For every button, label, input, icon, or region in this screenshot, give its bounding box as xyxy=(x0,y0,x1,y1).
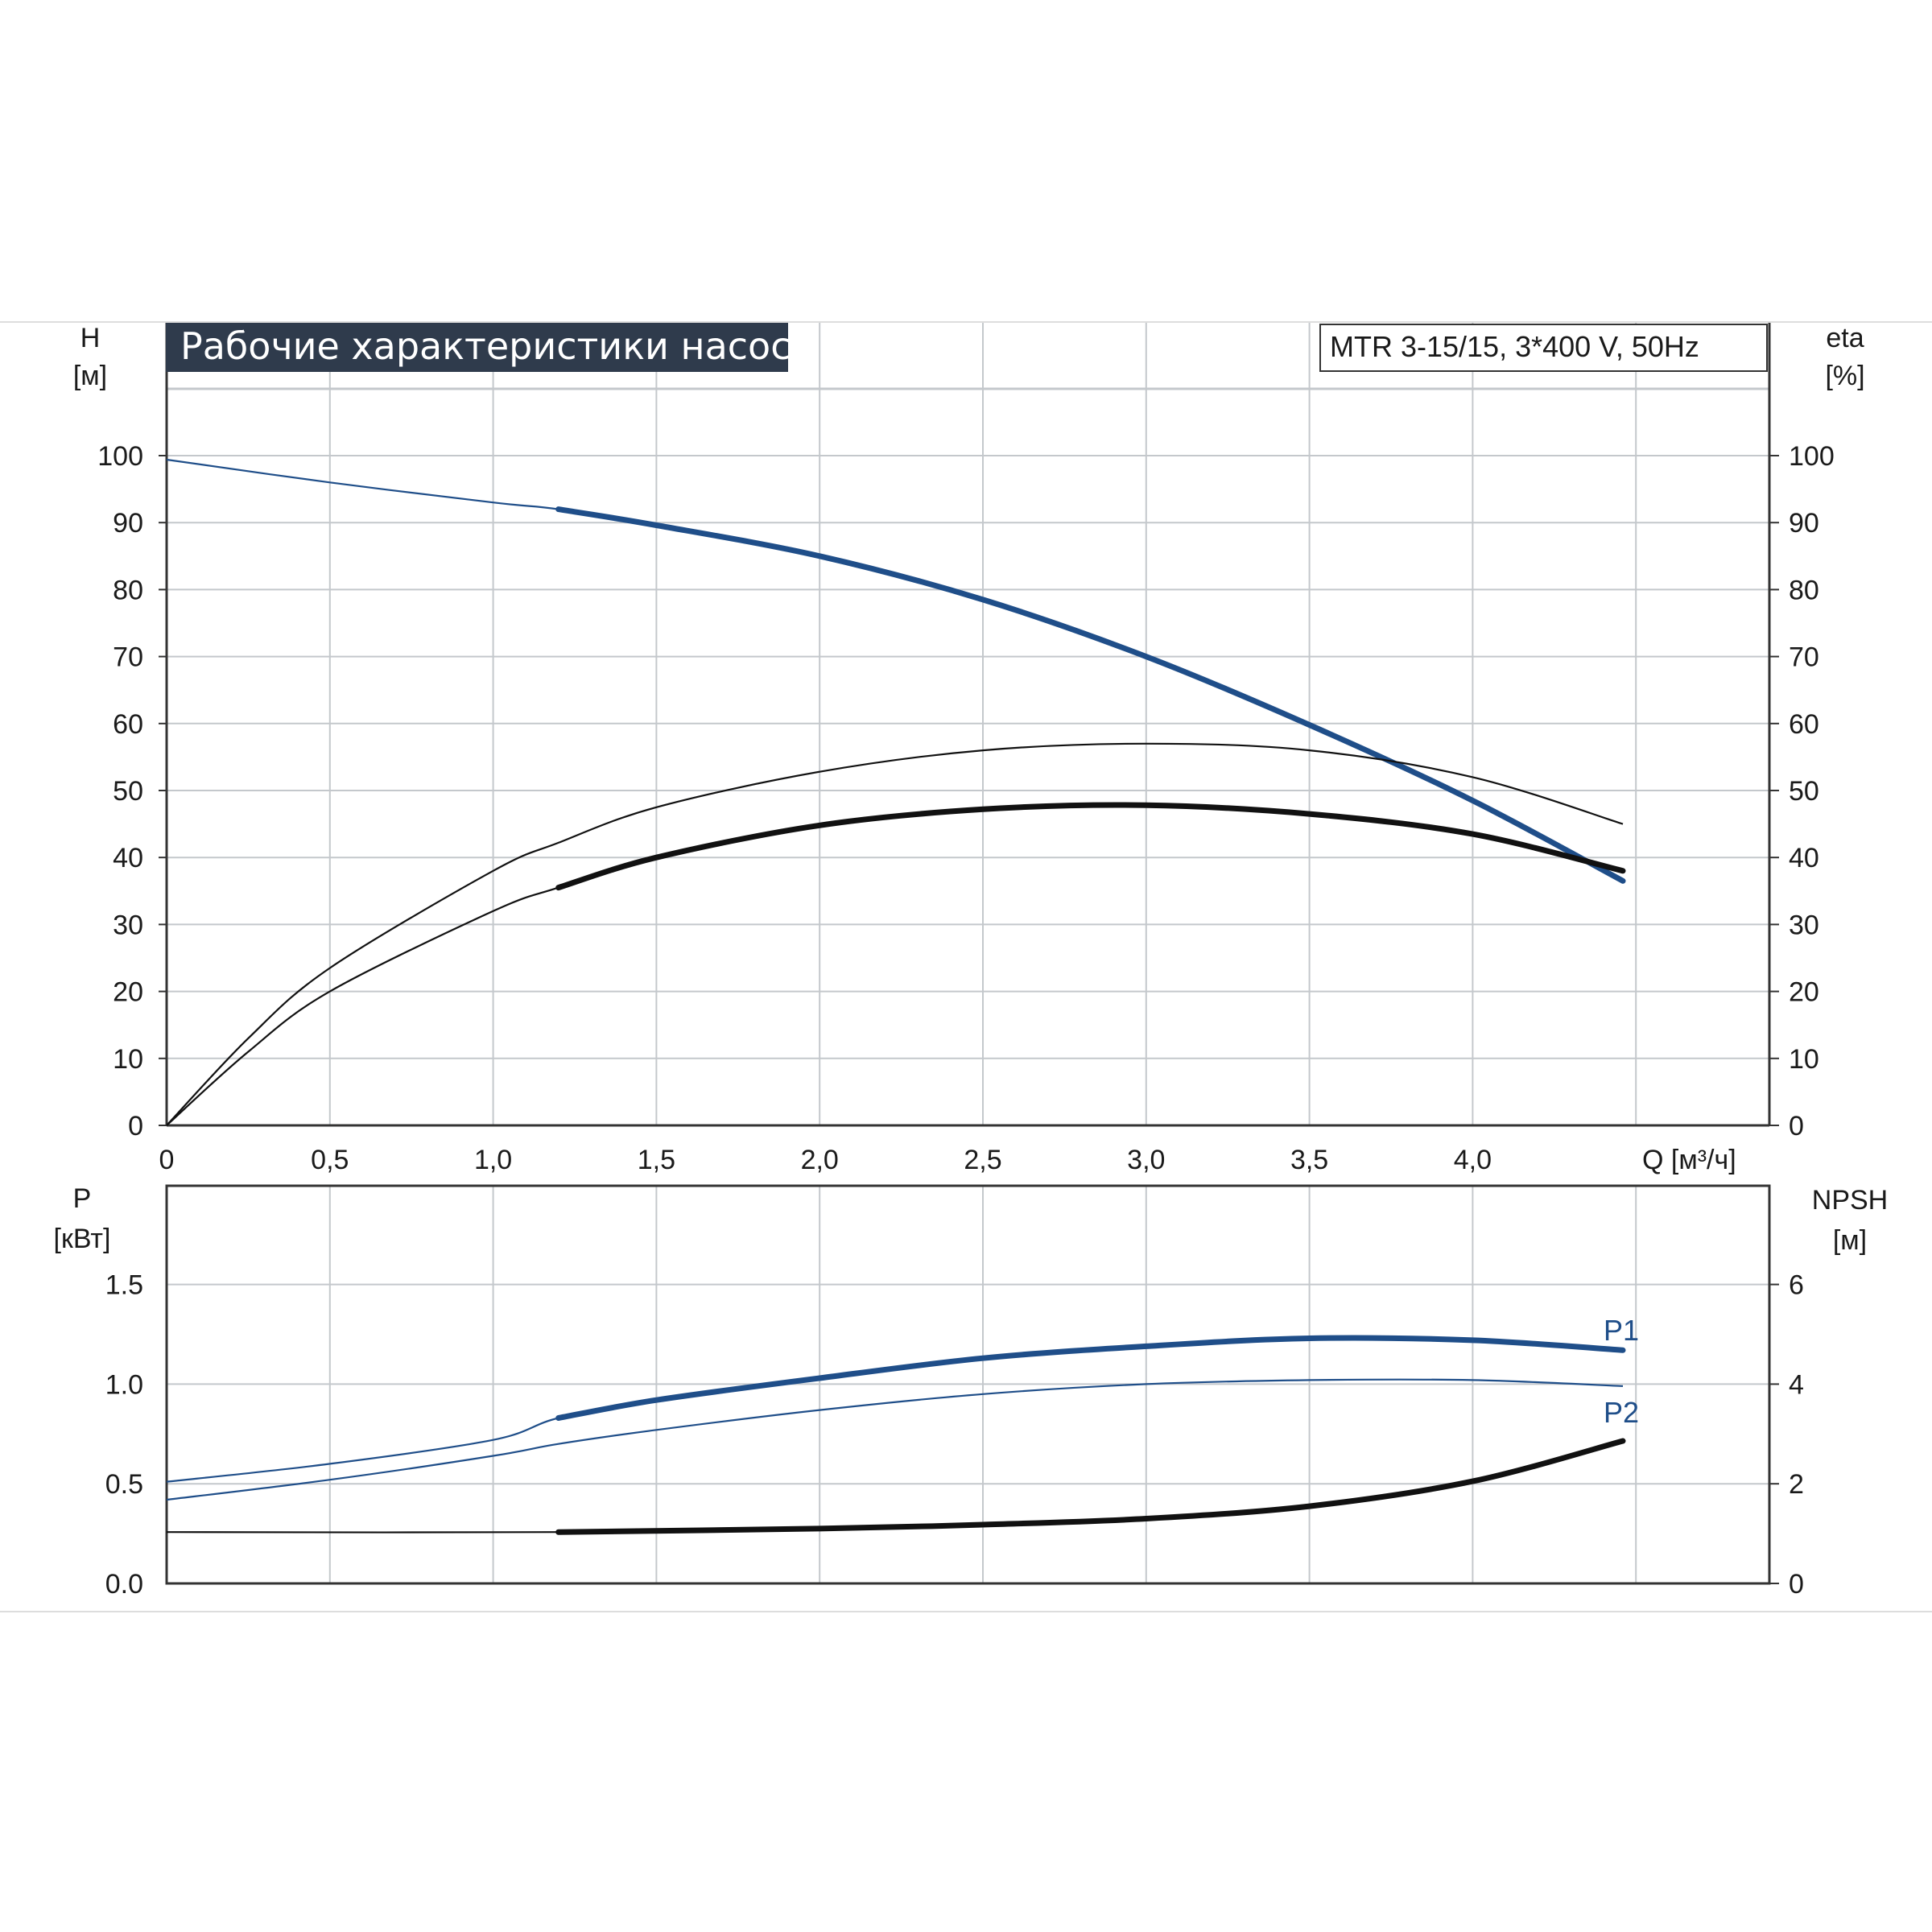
series-label-p2: P2 xyxy=(1604,1396,1639,1429)
efficiency-curve-total xyxy=(166,803,1624,1126)
y-tick-label-left: 40 xyxy=(113,843,143,873)
y-tick-label-right: 50 xyxy=(1789,776,1819,807)
x-tick-label: 0,5 xyxy=(311,1145,349,1175)
x-axis-label: Q [м³/ч] xyxy=(1642,1145,1736,1175)
y-tick-label-left-bottom: 0.5 xyxy=(105,1469,143,1500)
y-tick-label-right-bottom: 0 xyxy=(1789,1569,1804,1600)
y-tick-label-right: 40 xyxy=(1789,843,1819,873)
y-tick-label-left: 30 xyxy=(113,910,143,940)
x-tick-label: 1,5 xyxy=(638,1145,675,1175)
head-curve-operating xyxy=(555,506,1626,884)
y-tick-label-right: 0 xyxy=(1789,1111,1804,1141)
x-tick-label: 1,0 xyxy=(474,1145,512,1175)
tick-labels: 0102030405060708090100010203040506070809… xyxy=(97,441,1834,1600)
x-tick-label: 3,5 xyxy=(1290,1145,1328,1175)
power-curve-p2 xyxy=(166,1378,1624,1501)
bottom-chart-grid xyxy=(167,1186,1769,1583)
y-axis-unit-right-top: [%] xyxy=(1825,361,1864,391)
y-tick-label-right: 70 xyxy=(1789,642,1819,673)
y-tick-label-right: 80 xyxy=(1789,575,1819,605)
y-tick-label-left: 10 xyxy=(113,1044,143,1075)
x-tick-label: 3,0 xyxy=(1127,1145,1165,1175)
npsh-curve xyxy=(166,1439,1624,1534)
y-tick-label-right: 20 xyxy=(1789,977,1819,1008)
y-tick-label-left-bottom: 1.5 xyxy=(105,1270,143,1301)
y-tick-label-right: 30 xyxy=(1789,910,1819,940)
efficiency-curve-pump xyxy=(166,742,1624,1126)
power-curve-p1-operating xyxy=(555,1335,1626,1421)
y-tick-label-left: 50 xyxy=(113,776,143,807)
y-axis-name-right-top: eta xyxy=(1826,323,1864,353)
y-tick-label-right: 90 xyxy=(1789,508,1819,539)
y-axis-name-left-top: H xyxy=(80,323,101,353)
y-tick-label-left: 60 xyxy=(113,709,143,740)
y-axis-unit-left-bottom: [кВт] xyxy=(54,1224,111,1254)
x-tick-label: 0 xyxy=(159,1145,175,1175)
y-tick-label-right-bottom: 4 xyxy=(1789,1369,1804,1400)
y-axis-name-left-bottom: P xyxy=(73,1183,92,1214)
y-tick-label-left: 0 xyxy=(128,1111,143,1141)
bottom-chart-curves xyxy=(166,1335,1626,1535)
chart-title: Рабочие характеристики насоса xyxy=(180,324,814,368)
y-tick-label-left: 90 xyxy=(113,508,143,539)
npsh-curve-operating xyxy=(555,1438,1626,1535)
x-tick-label: 2,5 xyxy=(964,1145,1001,1175)
y-tick-label-left: 20 xyxy=(113,977,143,1008)
y-tick-label-left-bottom: 1.0 xyxy=(105,1369,143,1400)
top-chart-grid xyxy=(167,323,1769,1125)
model-label: MTR 3-15/15, 3*400 V, 50Hz xyxy=(1330,330,1699,363)
power-curve-p1 xyxy=(166,1336,1624,1483)
y-tick-label-right: 60 xyxy=(1789,709,1819,740)
y-tick-label-right: 10 xyxy=(1789,1044,1819,1075)
efficiency-curve-total-operating xyxy=(555,802,1626,891)
title-box xyxy=(166,323,788,372)
top-chart-curves xyxy=(166,458,1626,1126)
y-tick-label-left-bottom: 0.0 xyxy=(105,1569,143,1600)
model-label-box xyxy=(1319,324,1768,372)
y-tick-label-right-bottom: 6 xyxy=(1789,1270,1804,1301)
y-tick-label-right: 100 xyxy=(1789,441,1835,472)
x-tick-label: 2,0 xyxy=(801,1145,839,1175)
y-tick-label-left: 100 xyxy=(97,441,143,472)
y-axis-unit-left-top: [м] xyxy=(73,361,107,391)
y-tick-label-right-bottom: 2 xyxy=(1789,1469,1804,1500)
y-axis-unit-right-bottom: [м] xyxy=(1833,1225,1867,1256)
x-tick-label: 4,0 xyxy=(1454,1145,1492,1175)
series-label-p1: P1 xyxy=(1604,1314,1639,1347)
y-tick-label-left: 80 xyxy=(113,575,143,605)
y-axis-name-right-bottom: NPSH xyxy=(1812,1185,1888,1216)
y-tick-label-left: 70 xyxy=(113,642,143,673)
